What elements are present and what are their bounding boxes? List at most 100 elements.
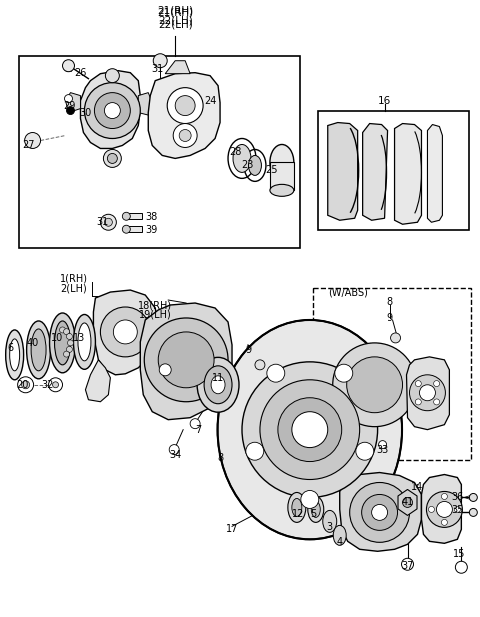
Bar [318,110,469,230]
Bar [128,213,142,219]
Polygon shape [138,93,152,115]
Circle shape [68,340,73,346]
Text: 30: 30 [79,107,92,118]
Ellipse shape [323,510,336,532]
Ellipse shape [55,321,71,365]
Circle shape [67,107,74,115]
Text: 7: 7 [195,424,201,434]
Bar [270,162,294,190]
Circle shape [100,307,150,357]
Polygon shape [428,125,443,222]
Text: 13: 13 [73,333,85,343]
Polygon shape [148,73,220,159]
Circle shape [159,364,171,376]
Text: 8: 8 [386,297,393,307]
Text: 24: 24 [204,96,216,106]
Circle shape [379,441,386,449]
Circle shape [246,442,264,460]
Ellipse shape [6,330,24,380]
Text: 19(LH): 19(LH) [139,310,172,320]
Circle shape [301,491,319,508]
Circle shape [442,494,447,499]
Circle shape [402,558,413,570]
Text: 39: 39 [145,225,157,235]
Text: 29: 29 [63,101,76,110]
Polygon shape [340,473,421,552]
Polygon shape [421,474,461,544]
Text: 35: 35 [451,505,464,515]
Circle shape [122,225,130,233]
Ellipse shape [204,366,232,404]
Circle shape [190,419,200,429]
Circle shape [433,381,440,387]
Text: 12: 12 [292,510,304,520]
Polygon shape [65,93,81,112]
Ellipse shape [233,144,251,172]
Ellipse shape [270,184,294,196]
Text: 4: 4 [336,537,343,547]
Text: 1(RH): 1(RH) [60,273,87,283]
Ellipse shape [31,329,46,371]
Circle shape [356,442,374,460]
Circle shape [403,497,412,507]
Circle shape [469,494,477,502]
Circle shape [173,123,197,147]
Text: 31: 31 [151,64,163,73]
Text: 36: 36 [451,492,464,502]
Circle shape [108,154,117,164]
Text: 18(RH): 18(RH) [138,300,172,310]
Text: 41: 41 [401,497,414,507]
Circle shape [267,364,285,382]
Ellipse shape [308,497,324,523]
Text: 17: 17 [226,524,238,534]
Polygon shape [395,123,421,224]
Circle shape [333,343,417,427]
Text: 23: 23 [241,160,253,170]
Ellipse shape [78,323,91,361]
Polygon shape [94,290,158,375]
Circle shape [260,380,360,479]
Circle shape [169,445,179,455]
Circle shape [372,505,387,520]
Bar [19,56,300,248]
Polygon shape [363,123,387,220]
Circle shape [361,494,397,531]
Circle shape [278,398,342,462]
Circle shape [347,357,403,413]
Ellipse shape [292,499,302,516]
Circle shape [391,333,400,343]
Circle shape [455,507,460,512]
Circle shape [175,96,195,115]
Ellipse shape [312,502,320,518]
Circle shape [103,149,121,167]
Ellipse shape [73,315,96,370]
Circle shape [52,382,59,387]
Bar [313,288,471,460]
Text: 15: 15 [453,549,466,559]
Text: 11: 11 [212,373,224,383]
Circle shape [104,218,112,226]
Text: 9: 9 [386,313,393,323]
Circle shape [292,412,328,447]
Circle shape [104,102,120,118]
Circle shape [100,214,116,230]
Text: 34: 34 [169,450,181,460]
Polygon shape [81,71,140,149]
Circle shape [167,88,203,123]
Text: 5: 5 [311,510,317,520]
Circle shape [113,320,137,344]
Text: 40: 40 [26,338,39,348]
Text: 33: 33 [376,445,389,455]
Circle shape [144,318,228,402]
Text: 37: 37 [401,561,414,571]
Circle shape [415,399,421,405]
Circle shape [95,93,130,128]
Ellipse shape [270,144,294,180]
Circle shape [456,561,468,573]
Text: 20: 20 [16,380,29,390]
Ellipse shape [26,321,50,379]
Text: 16: 16 [378,96,391,106]
Ellipse shape [197,357,239,412]
Text: 32: 32 [41,380,54,390]
Circle shape [442,520,447,525]
